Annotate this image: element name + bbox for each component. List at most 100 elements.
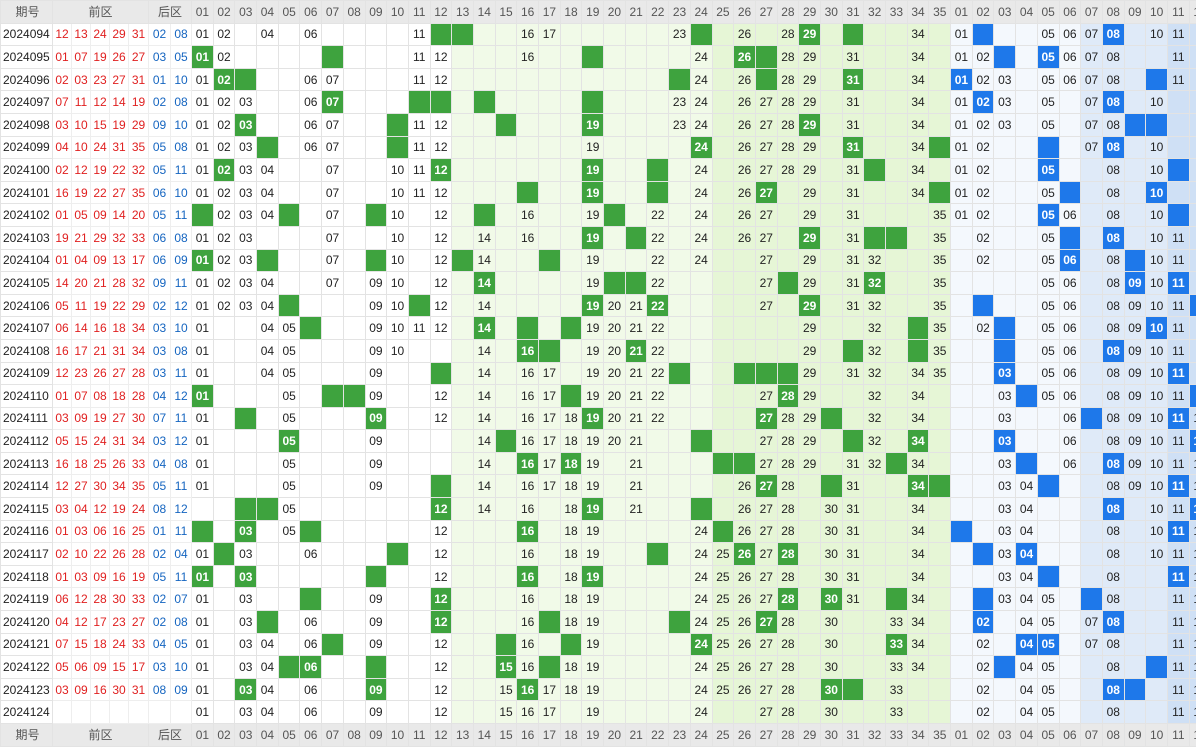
front-cell-09: 09 bbox=[365, 475, 387, 498]
front-cell-18: 18 bbox=[560, 588, 582, 611]
back-draw-number bbox=[149, 701, 171, 724]
front-cell-05: 05 bbox=[278, 452, 300, 475]
front-cell-25 bbox=[712, 498, 734, 521]
front-cell-06 bbox=[300, 430, 322, 453]
front-cell-34: 34 bbox=[907, 633, 929, 656]
back-cell-06: 06 bbox=[1059, 452, 1081, 475]
front-cell-26 bbox=[734, 317, 756, 340]
front-cell-05: 05 bbox=[278, 430, 300, 453]
bottom-back-col-04: 04 bbox=[1016, 724, 1038, 747]
back-cell-01 bbox=[951, 656, 973, 679]
front-cell-02: 02 bbox=[213, 249, 235, 272]
front-cell-10 bbox=[387, 362, 409, 385]
front-cell-25 bbox=[712, 407, 734, 430]
front-cell-28: 28 bbox=[777, 633, 799, 656]
front-cell-06: 06 bbox=[300, 68, 322, 91]
front-cell-05 bbox=[278, 46, 300, 69]
front-cell-20 bbox=[604, 475, 626, 498]
back-cell-05: 05 bbox=[1037, 23, 1059, 46]
front-draw-number bbox=[72, 701, 91, 724]
front-cell-08 bbox=[343, 294, 365, 317]
front-cell-25 bbox=[712, 339, 734, 362]
front-cell-30 bbox=[820, 430, 842, 453]
front-cell-34: 34 bbox=[907, 475, 929, 498]
back-cell-04: 04 bbox=[1016, 498, 1038, 521]
top-front-col-06: 06 bbox=[300, 1, 322, 24]
front-cell-06 bbox=[300, 520, 322, 543]
front-cell-11 bbox=[408, 339, 430, 362]
front-cell-06 bbox=[300, 498, 322, 521]
front-cell-30: 30 bbox=[820, 543, 842, 566]
back-cell-06: 06 bbox=[1059, 249, 1081, 272]
front-cell-24: 24 bbox=[690, 204, 712, 227]
front-cell-31 bbox=[842, 701, 864, 724]
front-cell-22 bbox=[647, 113, 669, 136]
front-cell-17 bbox=[539, 249, 561, 272]
front-cell-33 bbox=[886, 475, 908, 498]
front-draw-number: 15 bbox=[91, 113, 110, 136]
back-cell-03 bbox=[994, 181, 1016, 204]
front-cell-24 bbox=[690, 407, 712, 430]
front-cell-04 bbox=[257, 498, 279, 521]
front-cell-20 bbox=[604, 656, 626, 679]
front-cell-01: 01 bbox=[192, 226, 214, 249]
front-cell-35 bbox=[929, 407, 951, 430]
front-draw-number: 23 bbox=[91, 68, 110, 91]
front-cell-19: 19 bbox=[582, 159, 604, 182]
front-cell-15 bbox=[495, 317, 517, 340]
back-cell-09: 09 bbox=[1124, 362, 1146, 385]
front-cell-21 bbox=[625, 611, 647, 634]
back-draw-number: 03 bbox=[149, 656, 171, 679]
front-cell-16 bbox=[517, 249, 539, 272]
front-cell-29: 29 bbox=[799, 68, 821, 91]
front-cell-16 bbox=[517, 113, 539, 136]
front-cell-16 bbox=[517, 136, 539, 159]
front-cell-27 bbox=[755, 362, 777, 385]
front-cell-35 bbox=[929, 136, 951, 159]
front-cell-09: 09 bbox=[365, 339, 387, 362]
bottom-front-col-14: 14 bbox=[473, 724, 495, 747]
front-draw-number: 32 bbox=[129, 159, 149, 182]
bottom-front-col-11: 11 bbox=[408, 724, 430, 747]
front-cell-18: 18 bbox=[560, 565, 582, 588]
front-cell-04: 04 bbox=[257, 678, 279, 701]
front-draw-number: 05 bbox=[72, 204, 91, 227]
back-cell-10 bbox=[1146, 701, 1168, 724]
front-draw-number: 28 bbox=[129, 385, 149, 408]
front-cell-25 bbox=[712, 385, 734, 408]
back-cell-04 bbox=[1016, 385, 1038, 408]
front-draw-number: 11 bbox=[72, 91, 91, 114]
front-cell-15 bbox=[495, 543, 517, 566]
front-cell-09 bbox=[365, 565, 387, 588]
front-cell-09 bbox=[365, 159, 387, 182]
front-draw-number: 14 bbox=[53, 272, 72, 295]
back-cell-06: 06 bbox=[1059, 272, 1081, 295]
front-cell-04: 04 bbox=[257, 633, 279, 656]
back-cell-01: 01 bbox=[951, 159, 973, 182]
front-cell-14 bbox=[473, 113, 495, 136]
front-cell-22 bbox=[647, 498, 669, 521]
front-draw-number: 09 bbox=[91, 204, 110, 227]
bottom-back-col-12: 12 bbox=[1189, 724, 1196, 747]
back-cell-01 bbox=[951, 294, 973, 317]
back-cell-04: 04 bbox=[1016, 678, 1038, 701]
front-cell-11 bbox=[408, 91, 430, 114]
back-cell-07: 07 bbox=[1081, 633, 1103, 656]
front-cell-35: 35 bbox=[929, 294, 951, 317]
back-draw-number: 12 bbox=[171, 294, 192, 317]
front-cell-02 bbox=[213, 588, 235, 611]
back-draw-number: 10 bbox=[171, 181, 192, 204]
front-cell-04 bbox=[257, 475, 279, 498]
front-cell-06 bbox=[300, 204, 322, 227]
front-cell-16: 16 bbox=[517, 701, 539, 724]
front-cell-33 bbox=[886, 204, 908, 227]
front-cell-10 bbox=[387, 611, 409, 634]
front-cell-15 bbox=[495, 226, 517, 249]
back-cell-12 bbox=[1189, 91, 1196, 114]
back-cell-05: 05 bbox=[1037, 611, 1059, 634]
front-cell-35 bbox=[929, 159, 951, 182]
back-cell-02: 02 bbox=[972, 317, 994, 340]
front-cell-08 bbox=[343, 656, 365, 679]
